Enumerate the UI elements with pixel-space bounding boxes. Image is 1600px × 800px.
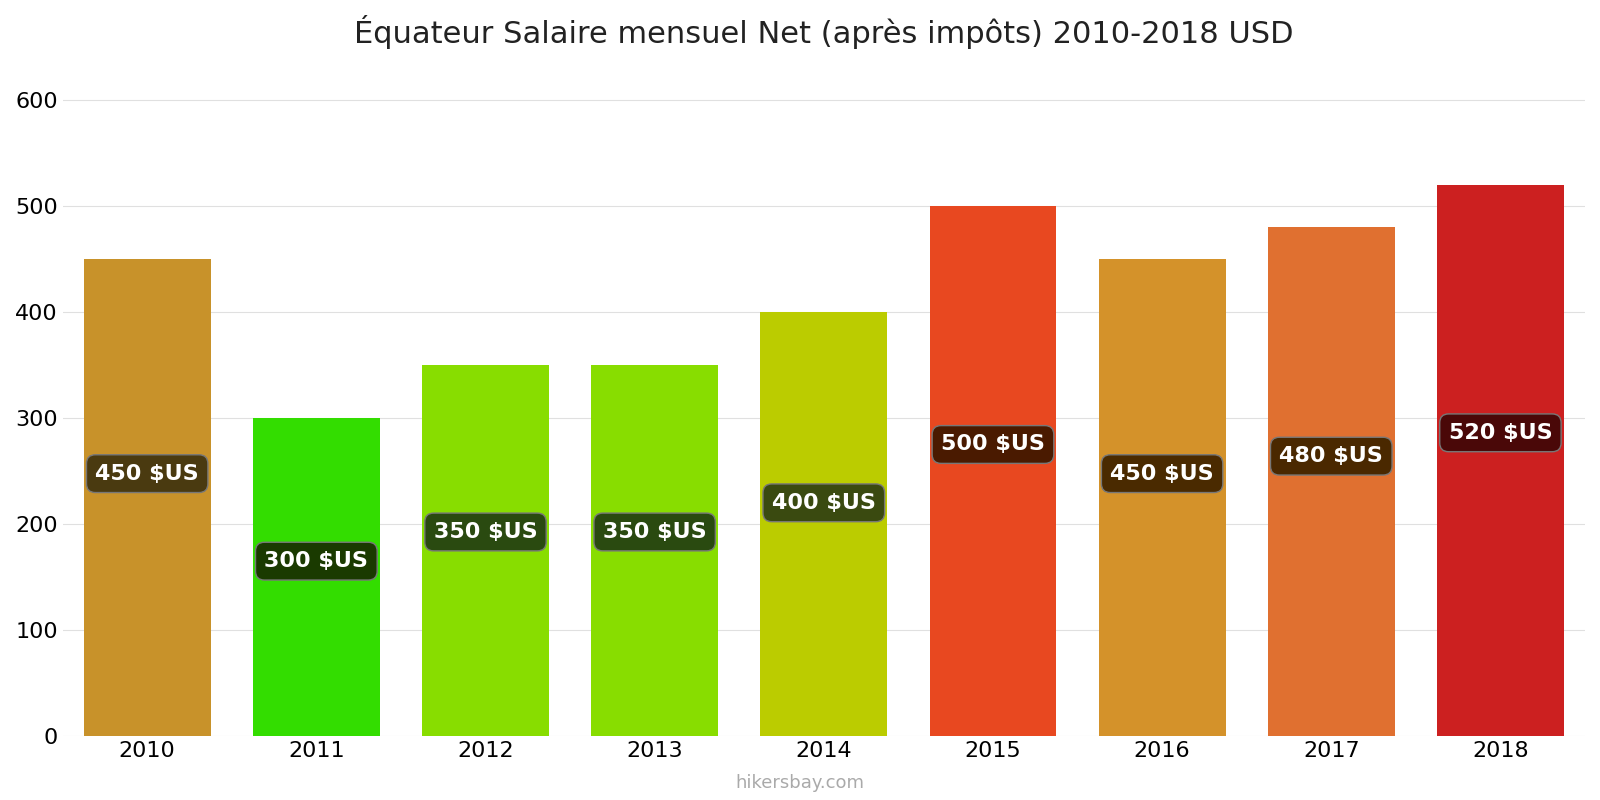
Text: 300 $US: 300 $US	[264, 551, 368, 571]
Bar	[83, 259, 211, 736]
Bar	[592, 365, 718, 736]
Title: Équateur Salaire mensuel Net (après impôts) 2010-2018 USD: Équateur Salaire mensuel Net (après impô…	[354, 15, 1293, 49]
Bar	[422, 365, 549, 736]
Bar	[760, 312, 888, 736]
Text: 520 $US: 520 $US	[1448, 423, 1552, 443]
Bar	[253, 418, 379, 736]
Text: 350 $US: 350 $US	[603, 522, 707, 542]
Bar	[930, 206, 1056, 736]
Text: 480 $US: 480 $US	[1280, 446, 1382, 466]
Text: 450 $US: 450 $US	[96, 464, 198, 484]
Text: 350 $US: 350 $US	[434, 522, 538, 542]
Bar	[1267, 227, 1395, 736]
Bar	[1437, 185, 1563, 736]
Text: hikersbay.com: hikersbay.com	[736, 774, 864, 792]
Text: 450 $US: 450 $US	[1110, 464, 1214, 484]
Text: 400 $US: 400 $US	[771, 493, 875, 513]
Text: 500 $US: 500 $US	[941, 434, 1045, 454]
Bar	[1099, 259, 1226, 736]
